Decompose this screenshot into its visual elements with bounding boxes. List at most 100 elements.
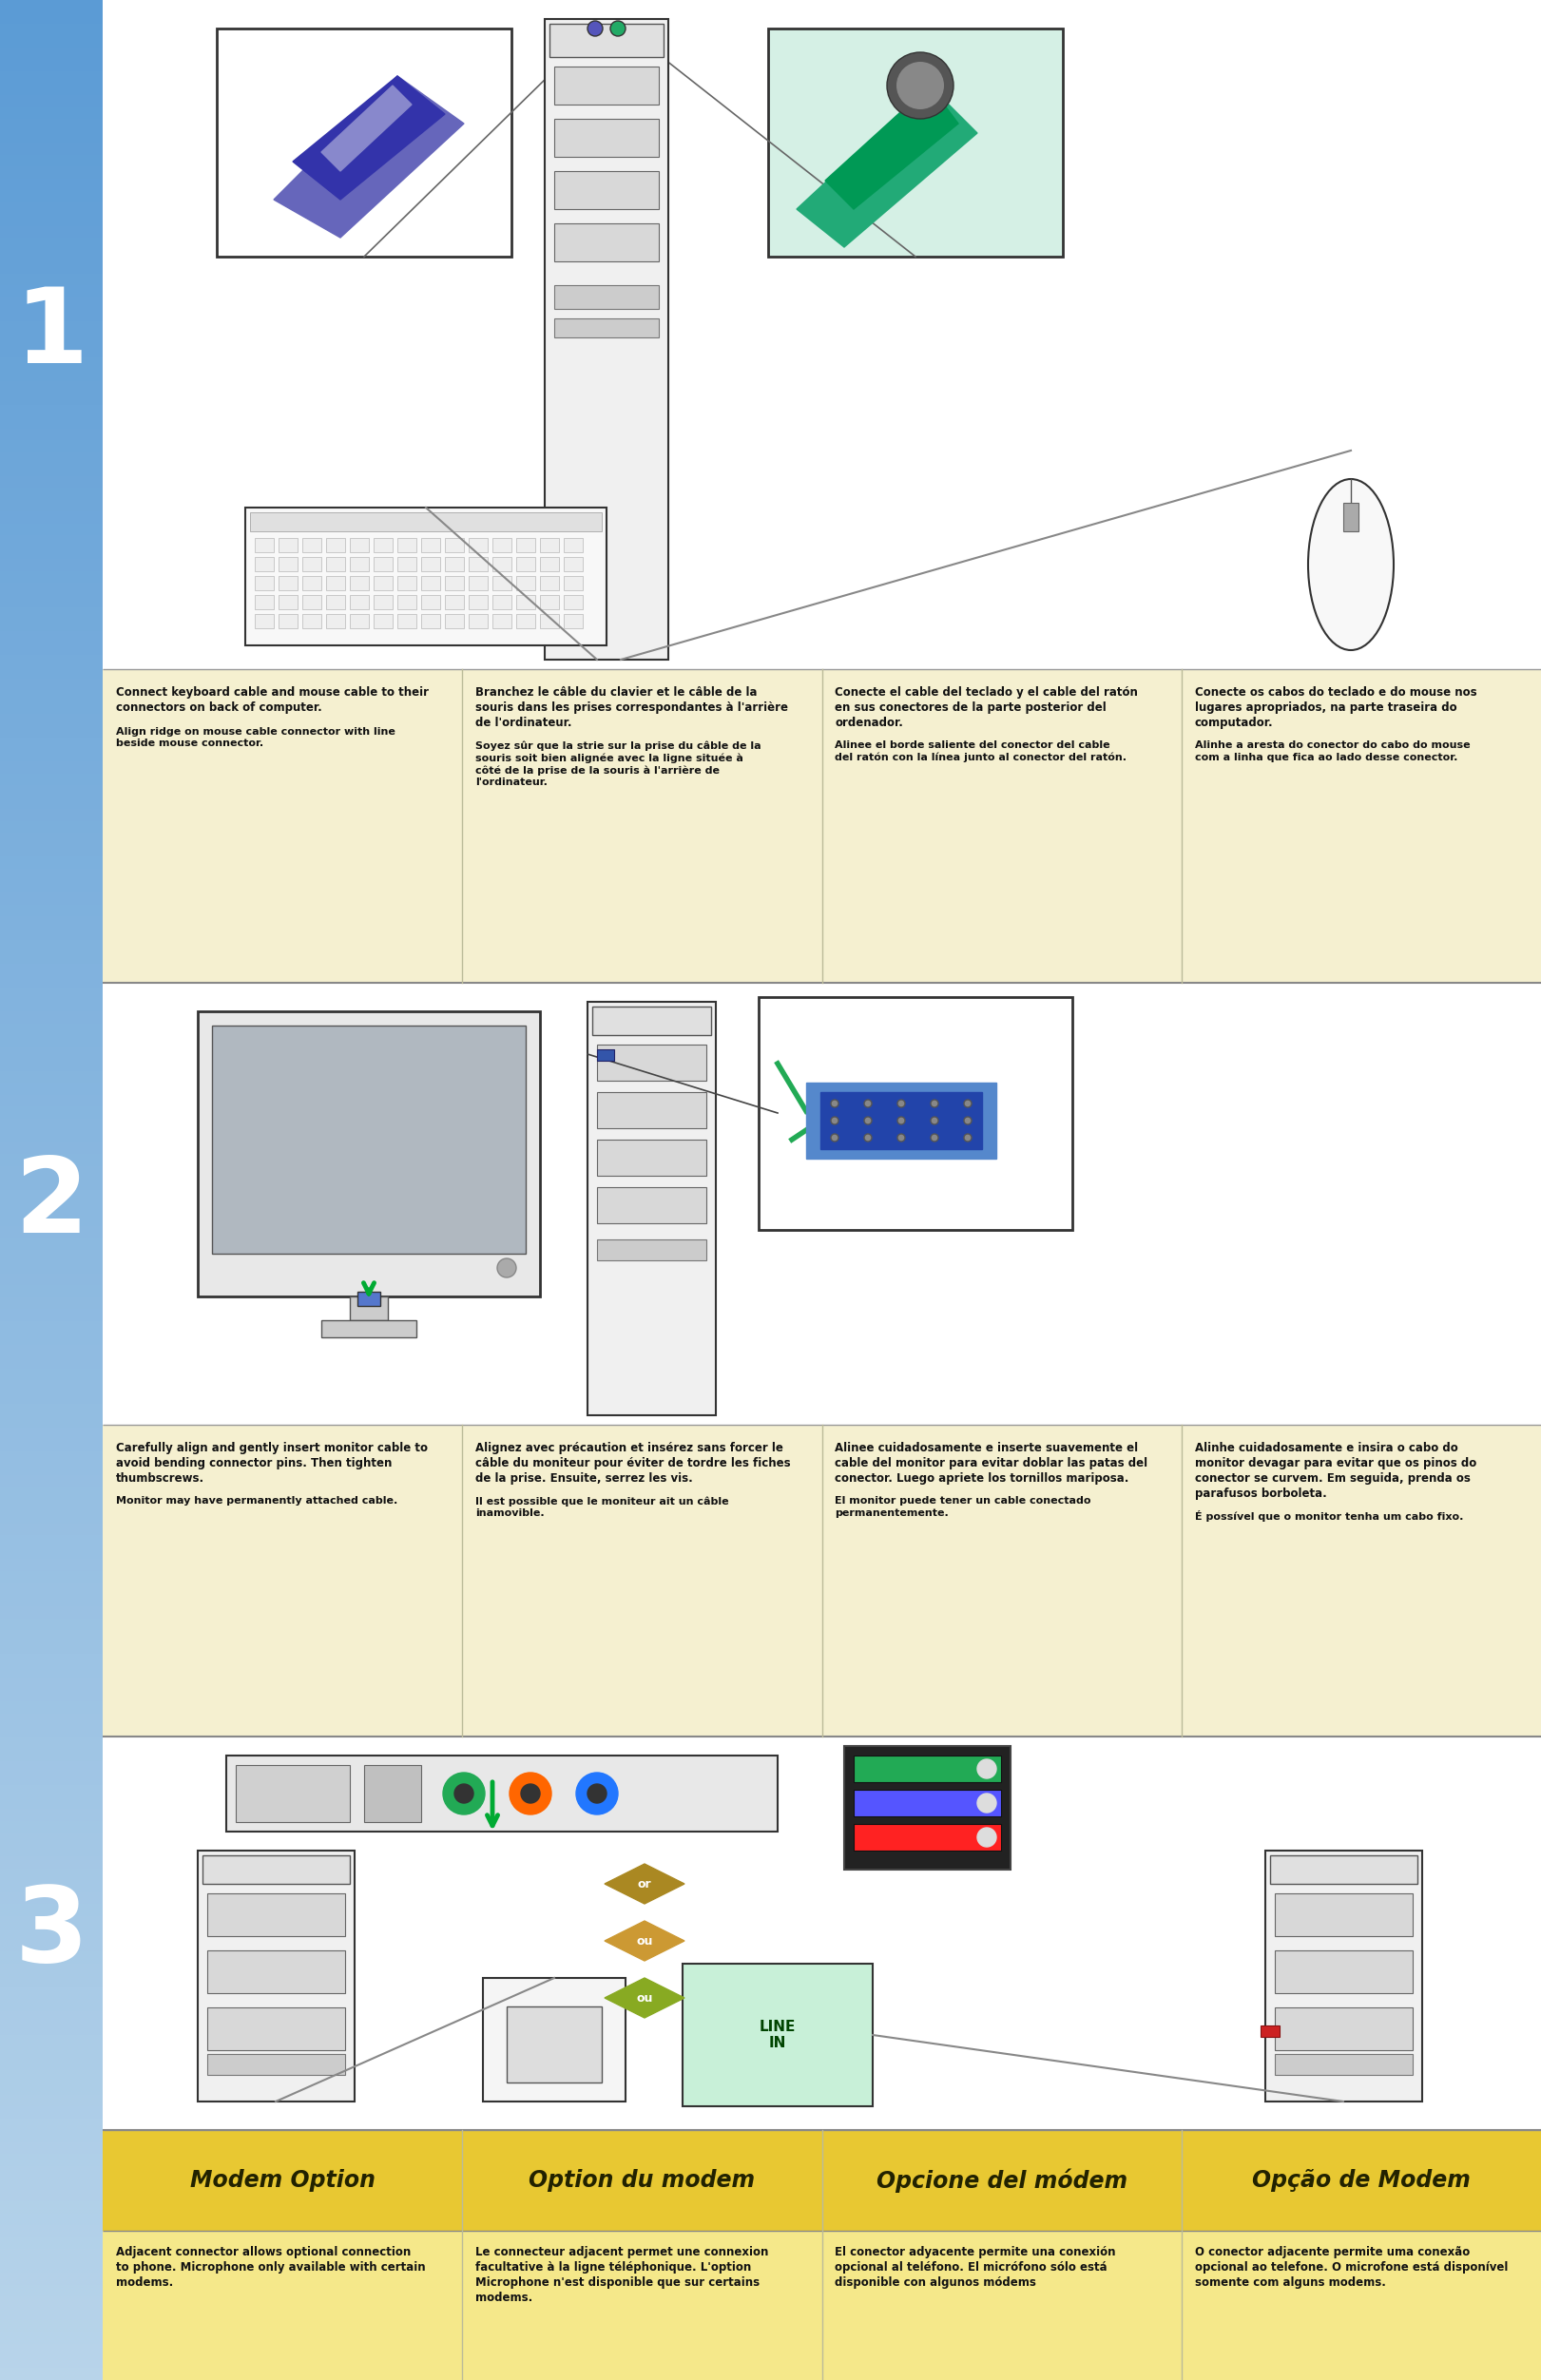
Bar	[0, 1095, 103, 1107]
Text: El conector adyacente permite una conexión
opcional al teléfono. El micrófono só: El conector adyacente permite una conexi…	[835, 2247, 1116, 2290]
Bar	[0, 1714, 103, 1725]
Bar	[0, 71, 103, 83]
Polygon shape	[824, 86, 959, 209]
Bar	[0, 1797, 103, 1809]
Bar	[0, 1428, 103, 1440]
Bar	[0, 714, 103, 726]
Bar	[0, 2023, 103, 2035]
Bar	[398, 557, 416, 571]
Text: Modem Option: Modem Option	[190, 2168, 374, 2192]
Bar	[0, 214, 103, 226]
Bar	[0, 440, 103, 452]
Bar	[758, 997, 1073, 1230]
Ellipse shape	[897, 1116, 905, 1123]
Bar	[0, 2285, 103, 2297]
Bar	[0, 24, 103, 36]
Bar	[0, 1047, 103, 1059]
Bar	[0, 2154, 103, 2166]
Bar	[445, 595, 464, 609]
Bar	[0, 1416, 103, 1428]
Bar	[0, 583, 103, 595]
Bar	[0, 1476, 103, 1488]
Bar	[236, 1766, 350, 1823]
Text: Alinee cuidadosamente e inserte suavemente el
cable del monitor para evitar dobl: Alinee cuidadosamente e inserte suavemen…	[835, 1442, 1148, 1485]
Bar	[0, 1226, 103, 1238]
Bar	[544, 19, 669, 659]
Bar	[0, 369, 103, 381]
Bar	[0, 643, 103, 654]
Bar	[0, 1333, 103, 1345]
Bar	[0, 1154, 103, 1166]
Bar	[206, 1894, 345, 1935]
Ellipse shape	[897, 62, 945, 109]
Bar	[539, 614, 559, 628]
Bar	[555, 67, 660, 105]
Bar	[327, 538, 345, 552]
Bar	[445, 538, 464, 552]
Bar	[0, 726, 103, 738]
Bar	[0, 1833, 103, 1844]
Bar	[254, 614, 274, 628]
Bar	[0, 1595, 103, 1606]
Bar	[0, 2225, 103, 2237]
Text: Connect keyboard cable and mouse cable to their
connectors on back of computer.: Connect keyboard cable and mouse cable t…	[116, 685, 428, 714]
Bar	[0, 1928, 103, 1940]
Bar	[0, 1678, 103, 1690]
Ellipse shape	[965, 1116, 971, 1123]
Bar	[0, 226, 103, 238]
Bar	[555, 171, 660, 209]
Bar	[279, 538, 297, 552]
Bar	[0, 1012, 103, 1023]
Bar	[213, 1026, 525, 1254]
Bar	[0, 988, 103, 1000]
Ellipse shape	[931, 1133, 938, 1142]
Bar	[555, 119, 660, 157]
Polygon shape	[806, 1083, 997, 1159]
Bar	[0, 83, 103, 95]
Bar	[0, 702, 103, 714]
Bar	[0, 821, 103, 833]
Bar	[0, 2071, 103, 2082]
Bar	[0, 512, 103, 524]
Bar	[0, 1856, 103, 1868]
Bar	[0, 678, 103, 690]
Bar	[1274, 2006, 1413, 2049]
Circle shape	[510, 1773, 552, 1814]
Ellipse shape	[888, 52, 954, 119]
Bar	[1274, 1894, 1413, 1935]
Bar	[206, 1949, 345, 1992]
Bar	[0, 1642, 103, 1654]
Bar	[0, 2178, 103, 2190]
Circle shape	[977, 1795, 997, 1814]
Circle shape	[587, 1785, 607, 1804]
Bar	[516, 614, 535, 628]
Ellipse shape	[897, 1133, 905, 1142]
Bar	[0, 309, 103, 321]
Bar	[539, 595, 559, 609]
Bar	[0, 774, 103, 785]
Bar	[0, 1345, 103, 1357]
Bar	[539, 557, 559, 571]
Bar	[0, 250, 103, 262]
Bar	[0, 524, 103, 536]
Bar	[0, 2118, 103, 2130]
Bar	[0, 2213, 103, 2225]
Bar	[0, 1618, 103, 1630]
Bar	[197, 1012, 539, 1297]
Bar	[0, 2047, 103, 2059]
Bar	[0, 119, 103, 131]
Bar	[0, 1535, 103, 1547]
Bar	[516, 538, 535, 552]
Bar	[0, 1119, 103, 1130]
Bar	[0, 1488, 103, 1499]
Bar	[0, 2166, 103, 2178]
Bar	[0, 595, 103, 607]
Bar	[596, 1188, 706, 1223]
Bar	[103, 669, 1541, 983]
Ellipse shape	[931, 1116, 938, 1123]
Bar	[0, 155, 103, 167]
Bar	[206, 2006, 345, 2049]
Bar	[0, 2309, 103, 2320]
Bar	[516, 576, 535, 590]
Bar	[302, 576, 322, 590]
